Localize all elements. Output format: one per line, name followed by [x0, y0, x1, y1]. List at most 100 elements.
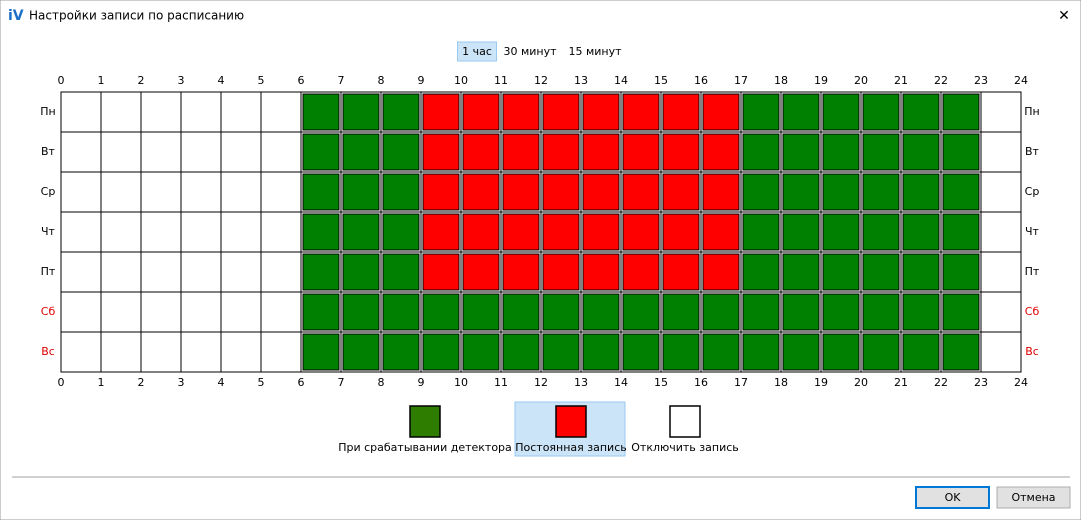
hour-label-bottom: 4 — [218, 376, 225, 389]
hour-label-bottom: 14 — [614, 376, 628, 389]
schedule-cell[interactable] — [260, 171, 302, 213]
schedule-cell-fill — [902, 133, 940, 171]
schedule-cell[interactable] — [100, 211, 142, 253]
schedule-cell[interactable] — [140, 91, 182, 133]
schedule-cell[interactable] — [60, 211, 102, 253]
schedule-cell-fill — [582, 93, 620, 131]
schedule-cell-fill — [822, 333, 860, 371]
schedule-cell[interactable] — [980, 131, 1022, 173]
button-frame[interactable] — [996, 486, 1071, 509]
schedule-cell-fill — [742, 213, 780, 251]
hour-label-top: 23 — [974, 74, 988, 87]
schedule-cell[interactable] — [140, 331, 182, 373]
close-button[interactable]: ✕ — [1058, 8, 1070, 24]
schedule-cell[interactable] — [60, 251, 102, 293]
day-label-left: Пт — [41, 265, 56, 278]
button-frame[interactable] — [915, 486, 990, 509]
schedule-cell-fill — [822, 293, 860, 331]
schedule-cell-fill — [422, 293, 460, 331]
schedule-cell[interactable] — [260, 131, 302, 173]
legend-swatch[interactable] — [409, 405, 441, 438]
hour-label-top: 2 — [138, 74, 145, 87]
schedule-cell[interactable] — [220, 331, 262, 373]
button[interactable]: Отмена — [1011, 491, 1055, 504]
legend-label[interactable]: Постоянная запись — [515, 441, 627, 454]
schedule-cell[interactable] — [260, 291, 302, 333]
schedule-cell-fill — [902, 173, 940, 211]
schedule-cell-fill — [302, 173, 340, 211]
schedule-cell[interactable] — [260, 91, 302, 133]
schedule-cell[interactable] — [100, 331, 142, 373]
schedule-cell[interactable] — [980, 291, 1022, 333]
schedule-cell[interactable] — [140, 211, 182, 253]
schedule-cell[interactable] — [140, 131, 182, 173]
hour-label-top: 16 — [694, 74, 708, 87]
schedule-cell-fill — [662, 253, 700, 291]
schedule-cell-fill — [902, 333, 940, 371]
hour-label-bottom: 7 — [338, 376, 345, 389]
schedule-cell[interactable] — [100, 91, 142, 133]
hour-label-top: 21 — [894, 74, 908, 87]
schedule-cell[interactable] — [60, 131, 102, 173]
day-label-right: Пт — [1025, 265, 1040, 278]
schedule-cell[interactable] — [180, 171, 222, 213]
schedule-cell[interactable] — [180, 331, 222, 373]
schedule-cell-fill — [582, 293, 620, 331]
day-label-right: Сб — [1025, 305, 1040, 318]
schedule-cell[interactable] — [140, 251, 182, 293]
schedule-cell[interactable] — [260, 211, 302, 253]
legend-swatch[interactable] — [669, 405, 701, 438]
schedule-cell-fill — [462, 253, 500, 291]
schedule-cell[interactable] — [980, 211, 1022, 253]
schedule-cell[interactable] — [220, 91, 262, 133]
button[interactable]: OK — [945, 491, 962, 504]
schedule-cell[interactable] — [220, 171, 262, 213]
schedule-cell[interactable] — [180, 131, 222, 173]
schedule-cell-fill — [462, 93, 500, 131]
schedule-cell-fill — [742, 253, 780, 291]
schedule-cell[interactable] — [100, 251, 142, 293]
schedule-cell[interactable] — [100, 131, 142, 173]
schedule-cell[interactable] — [140, 171, 182, 213]
day-label-right: Ср — [1025, 185, 1040, 198]
schedule-cell[interactable] — [100, 171, 142, 213]
schedule-cell-fill — [542, 133, 580, 171]
tab[interactable]: 30 минут — [503, 45, 557, 58]
schedule-cell[interactable] — [140, 291, 182, 333]
schedule-cell-fill — [662, 133, 700, 171]
schedule-cell[interactable] — [60, 171, 102, 213]
schedule-cell[interactable] — [980, 171, 1022, 213]
legend-label[interactable]: Отключить запись — [631, 441, 739, 454]
schedule-cell[interactable] — [100, 291, 142, 333]
schedule-cell[interactable] — [180, 211, 222, 253]
schedule-cell[interactable] — [220, 291, 262, 333]
legend-swatch[interactable] — [555, 405, 587, 438]
tab[interactable]: 15 минут — [568, 45, 622, 58]
tab[interactable]: 1 час — [462, 45, 492, 58]
schedule-cell[interactable] — [220, 251, 262, 293]
schedule-cell[interactable] — [180, 291, 222, 333]
schedule-cell[interactable] — [220, 211, 262, 253]
schedule-cell[interactable] — [60, 331, 102, 373]
legend-label[interactable]: При срабатывании детектора — [338, 441, 512, 454]
schedule-cell[interactable] — [260, 251, 302, 293]
hour-label-top: 24 — [1014, 74, 1028, 87]
schedule-cell-fill — [942, 173, 980, 211]
hour-label-top: 18 — [774, 74, 788, 87]
schedule-cell[interactable] — [260, 331, 302, 373]
hour-label-bottom: 21 — [894, 376, 908, 389]
schedule-cell-fill — [902, 293, 940, 331]
schedule-cell[interactable] — [180, 251, 222, 293]
schedule-cell[interactable] — [980, 251, 1022, 293]
schedule-cell[interactable] — [220, 131, 262, 173]
schedule-cell-fill — [342, 133, 380, 171]
schedule-cell-fill — [742, 173, 780, 211]
schedule-cell-fill — [502, 93, 540, 131]
schedule-cell[interactable] — [60, 91, 102, 133]
schedule-cell[interactable] — [60, 291, 102, 333]
schedule-cell[interactable] — [980, 331, 1022, 373]
schedule-cell[interactable] — [180, 91, 222, 133]
day-label-right: Пн — [1024, 105, 1039, 118]
schedule-cell-fill — [942, 133, 980, 171]
schedule-cell[interactable] — [980, 91, 1022, 133]
